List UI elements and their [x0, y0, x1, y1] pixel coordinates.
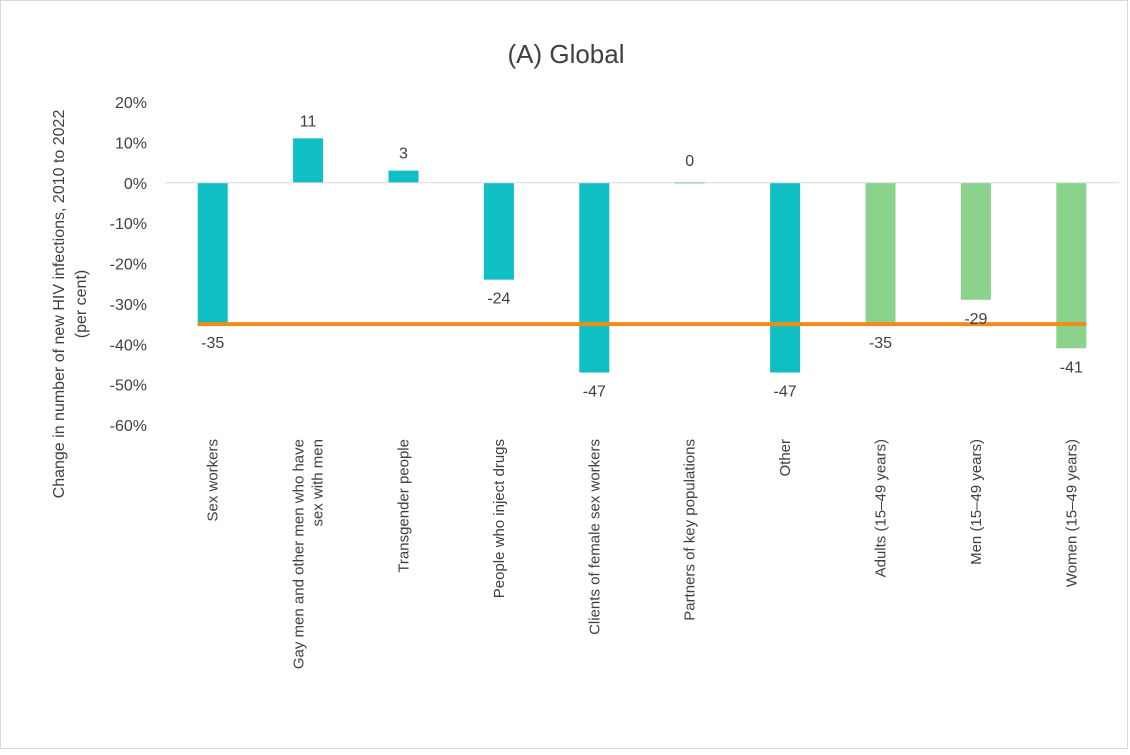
category-label: Partners of key populations [682, 439, 699, 621]
category-label: Men (15–49 years) [968, 439, 985, 565]
y-axis-label: Change in number of new HIV infections, … [51, 110, 90, 499]
y-tick-label: 0% [124, 176, 147, 193]
bar [197, 182, 228, 325]
category-label: Clients of female sex workers [586, 439, 603, 635]
category-label-line: sex with men [310, 439, 327, 527]
category-label: Adults (15–49 years) [873, 439, 890, 577]
bar [483, 182, 514, 280]
data-label: -24 [487, 291, 510, 308]
category-label: Women (15–49 years) [1063, 439, 1080, 587]
bar [865, 182, 896, 325]
category-label-line: Partners of key populations [682, 439, 699, 621]
data-label: 0 [685, 153, 694, 170]
category-label-line: Men (15–49 years) [968, 439, 985, 565]
category-label: Transgender people [396, 439, 413, 573]
y-tick-label: -50% [110, 378, 147, 395]
data-label: -29 [964, 311, 987, 328]
data-label: 3 [399, 146, 408, 163]
y-axis-ticks: 20% 10% 0% -10% -20% -30% -40% -50% -60% [110, 95, 147, 435]
y-tick-label: 20% [115, 95, 147, 112]
data-labels: -35 11 3 -24 -47 0 -47 -35 -29 -41 [201, 113, 1083, 400]
y-tick-label: -10% [110, 216, 147, 233]
category-label: Other [777, 439, 794, 477]
y-tick-label: -60% [110, 418, 147, 435]
data-label: -35 [869, 335, 892, 352]
category-label: People who inject drugs [491, 439, 508, 598]
category-label: Gay men and other men who have sex with m… [291, 439, 327, 669]
bar [579, 182, 610, 373]
y-tick-label: -30% [110, 297, 147, 314]
data-label: -47 [583, 384, 606, 401]
category-label-line: People who inject drugs [491, 439, 508, 598]
category-label: Sex workers [205, 439, 222, 522]
y-tick-label: -20% [110, 257, 147, 274]
y-axis-label-line-2: (per cent) [73, 270, 90, 338]
bar [770, 182, 801, 373]
data-label: -47 [774, 384, 797, 401]
category-label-line: Other [777, 439, 794, 477]
y-tick-label: 10% [115, 135, 147, 152]
data-label: 11 [300, 113, 317, 130]
category-label-line: Gay men and other men who have [291, 439, 308, 669]
y-tick-label: -40% [110, 337, 147, 354]
bar [1056, 182, 1087, 349]
category-label-line: Transgender people [396, 439, 413, 573]
chart-title: (A) Global [507, 39, 624, 69]
category-label-line: Women (15–49 years) [1063, 439, 1080, 587]
bar [388, 170, 419, 183]
category-label-line: Clients of female sex workers [586, 439, 603, 635]
data-label: -41 [1060, 359, 1083, 376]
data-label: -35 [201, 335, 224, 352]
category-label-line: Sex workers [205, 439, 222, 522]
bar [293, 138, 324, 183]
category-labels: Sex workers Gay men and other men who hav… [205, 439, 1081, 669]
y-axis-label-line-1: Change in number of new HIV infections, … [51, 110, 68, 499]
bar [960, 182, 991, 300]
bars [197, 138, 1087, 373]
category-label-line: Adults (15–49 years) [873, 439, 890, 577]
